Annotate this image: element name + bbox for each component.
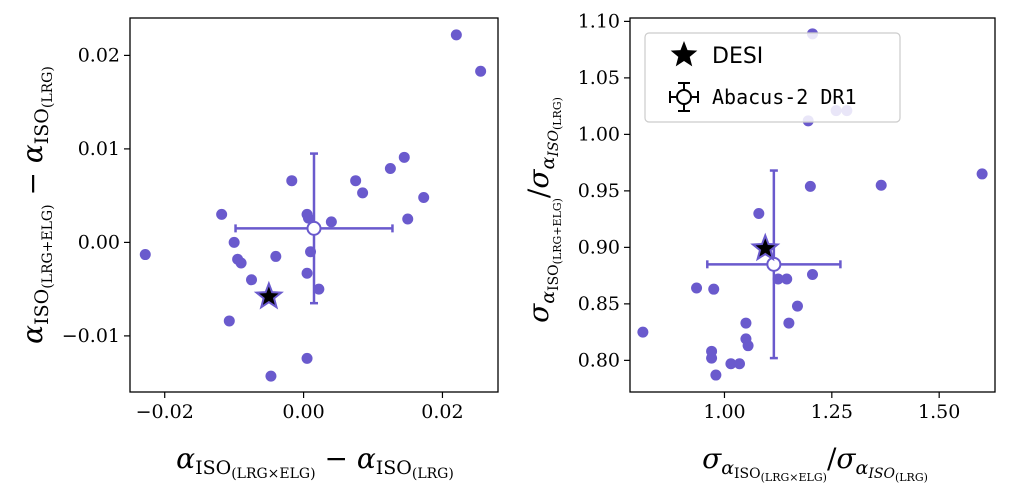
right-y-axis-label: σαISO(LRG+ELG)/σαISO(LRG) [522, 97, 564, 323]
data-point [791, 300, 803, 312]
x-tick-label: 1.50 [918, 401, 960, 423]
right-x-axis-label: σαISO(LRG×ELG)/σαISO(LRG) [702, 442, 928, 484]
y-tick-label: 0.00 [78, 231, 120, 253]
data-point [807, 268, 818, 280]
legend-box [644, 32, 901, 123]
x-tick-label: 1.00 [703, 401, 745, 423]
errorbar-center-marker [766, 256, 782, 272]
data-point [313, 283, 325, 295]
data-point [875, 179, 887, 191]
data-point [710, 369, 722, 381]
y-tick-label: 1.05 [578, 67, 620, 89]
left-y-axis-label: αISO(LRG+ELG) − αISO(LRG) [16, 66, 56, 344]
left-panel: −0.02 0.00 0.02 −0.01 0.00 0.01 0.02 αISO(LRG×… [16, 17, 499, 482]
data-point [742, 340, 754, 352]
data-point [450, 29, 462, 41]
errorbar-center-marker [306, 220, 322, 236]
y-tick-label: 1.00 [578, 123, 620, 145]
data-point [216, 208, 228, 220]
data-point [246, 274, 258, 286]
data-point [637, 326, 649, 338]
data-point [265, 370, 277, 382]
right-axes-frame [629, 17, 996, 393]
desi-star [253, 280, 284, 310]
data-point [286, 175, 298, 187]
data-point [223, 315, 235, 327]
left-errorbar [234, 152, 394, 305]
data-point [706, 352, 718, 364]
legend-label-abacus: Abacus-2 DR1 [712, 85, 857, 109]
data-point [976, 168, 988, 180]
legend-errorbar-icon [669, 82, 699, 112]
data-point [270, 250, 282, 262]
data-point [325, 216, 337, 228]
left-scatter-points [139, 29, 487, 382]
data-point [708, 283, 720, 295]
data-point [235, 257, 247, 269]
left-axes-frame [129, 17, 499, 393]
data-point [402, 213, 414, 225]
y-tick-label: 0.02 [78, 44, 120, 66]
x-tick-label: 0.02 [421, 401, 463, 423]
data-point [384, 163, 396, 175]
right-ticks: 1.00 1.25 1.50 0.80 0.85 0.90 0.95 1.00 1.05 1.10 [578, 10, 961, 423]
legend-star-icon [670, 41, 698, 67]
data-point [740, 317, 752, 329]
data-point [804, 180, 816, 192]
left-x-axis-label: αISO(LRG×ELG) − αISO(LRG) [176, 442, 454, 482]
x-tick-label: 1.25 [811, 401, 853, 423]
data-point [398, 151, 410, 163]
x-tick-label: 0.00 [282, 401, 324, 423]
x-tick-label: −0.02 [136, 401, 194, 423]
y-tick-label: 0.85 [578, 293, 620, 315]
legend-label-desi: DESI [712, 44, 763, 69]
data-point [734, 358, 745, 370]
data-point [475, 65, 487, 77]
y-tick-label: −0.01 [62, 325, 120, 347]
left-star-marker [253, 280, 284, 310]
right-errorbar [706, 169, 842, 360]
y-tick-label: 0.01 [78, 138, 120, 160]
data-point [301, 352, 313, 364]
data-point [350, 175, 362, 187]
data-point [357, 187, 369, 199]
y-tick-label: 1.10 [578, 10, 620, 32]
y-tick-label: 0.90 [578, 236, 620, 258]
y-tick-label: 0.80 [578, 349, 620, 371]
data-point [772, 273, 784, 285]
data-point [139, 249, 151, 261]
data-point [418, 192, 430, 204]
desi-star [750, 232, 781, 262]
data-point [302, 212, 314, 224]
data-point [725, 358, 737, 370]
data-point [691, 282, 703, 294]
left-ticks: −0.02 0.00 0.02 −0.01 0.00 0.01 0.02 [62, 44, 464, 423]
right-panel: 1.00 1.25 1.50 0.80 0.85 0.90 0.95 1.00 1.05 1.10… [522, 10, 996, 484]
legend: DESI Abacus-2 DR1 [644, 32, 901, 123]
data-point [301, 267, 313, 279]
data-point [228, 236, 240, 248]
data-point [753, 207, 765, 219]
data-point [781, 273, 793, 285]
data-point [783, 317, 795, 329]
y-tick-label: 0.95 [578, 180, 620, 202]
right-star-marker [750, 232, 781, 262]
